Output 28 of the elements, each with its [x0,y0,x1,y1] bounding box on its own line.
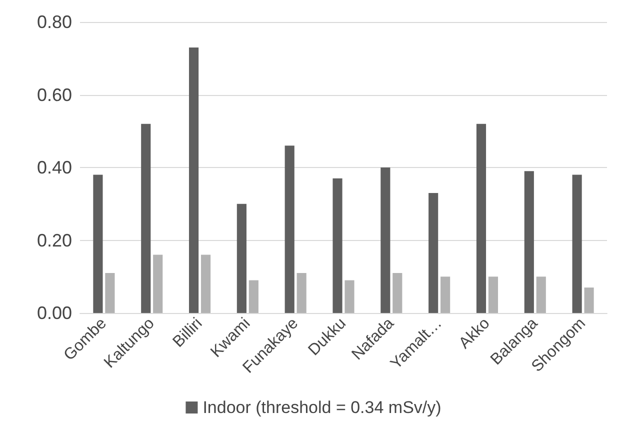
bar [524,171,534,313]
bar [188,47,199,313]
bar [236,204,246,313]
bar [344,280,354,313]
bar [392,272,402,313]
bar [296,272,306,313]
bar [380,168,390,313]
y-tick-label: 0.80 [36,12,72,32]
y-tick-label: 0.00 [36,303,72,323]
bar [536,276,546,313]
y-tick-label: 0.60 [36,84,72,105]
bar [105,272,115,313]
y-tick-label: 0.40 [36,158,72,178]
bar [153,254,163,313]
bar [284,146,294,313]
bar [476,124,486,313]
bar [141,124,151,313]
y-tick-label: 0.20 [36,230,72,250]
bar [200,254,211,313]
bar [332,178,342,313]
bar [248,280,258,313]
bar [440,276,450,313]
legend-label: Indoor (threshold = 0.34 mSv/y) [202,398,442,417]
bar [428,192,438,313]
bar [93,174,103,313]
bar [584,288,594,313]
bar [488,276,498,313]
bar [572,174,582,313]
